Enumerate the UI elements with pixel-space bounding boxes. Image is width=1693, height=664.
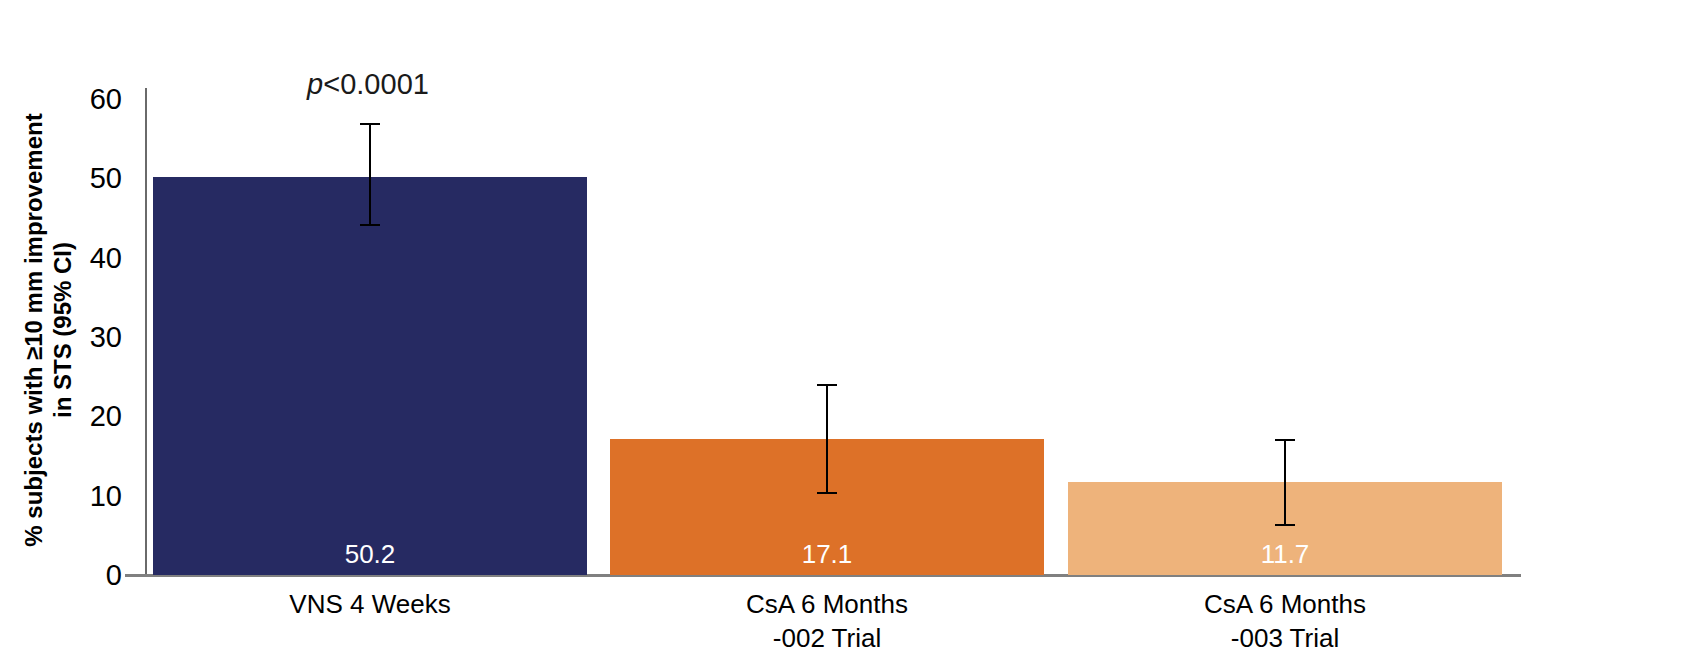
error-bar-cap-bottom [817, 492, 837, 494]
bar-value-label: 50.2 [260, 539, 480, 570]
y-tick-label: 10 [0, 479, 122, 512]
p-value-italic: p [307, 68, 323, 100]
error-bar-line [1284, 440, 1286, 525]
x-axis-category-label: CsA 6 Months -003 Trial [1035, 588, 1535, 656]
bar-chart: % subjects with ≥10 mm improvement in ST… [0, 0, 1693, 664]
bar-value-label: 11.7 [1175, 539, 1395, 570]
y-axis-line [145, 88, 147, 575]
x-axis-category-label: VNS 4 Weeks [120, 588, 620, 622]
y-tick-label: 30 [0, 321, 122, 354]
error-bar-cap-bottom [360, 224, 380, 226]
y-tick-label: 20 [0, 400, 122, 433]
error-bar-line [369, 124, 371, 225]
p-value-rest: <0.0001 [323, 68, 429, 100]
x-axis-category-label: CsA 6 Months -002 Trial [577, 588, 1077, 656]
error-bar-line [826, 385, 828, 493]
p-value-annotation: p<0.0001 [307, 68, 429, 101]
bar [153, 177, 587, 575]
y-tick-label: 50 [0, 162, 122, 195]
y-tick-label: 40 [0, 241, 122, 274]
error-bar-cap-top [1275, 439, 1295, 441]
bar-value-label: 17.1 [717, 539, 937, 570]
error-bar-cap-top [817, 384, 837, 386]
error-bar-cap-top [360, 123, 380, 125]
error-bar-cap-bottom [1275, 524, 1295, 526]
y-tick-label: 0 [0, 559, 122, 592]
y-tick-label: 60 [0, 83, 122, 116]
